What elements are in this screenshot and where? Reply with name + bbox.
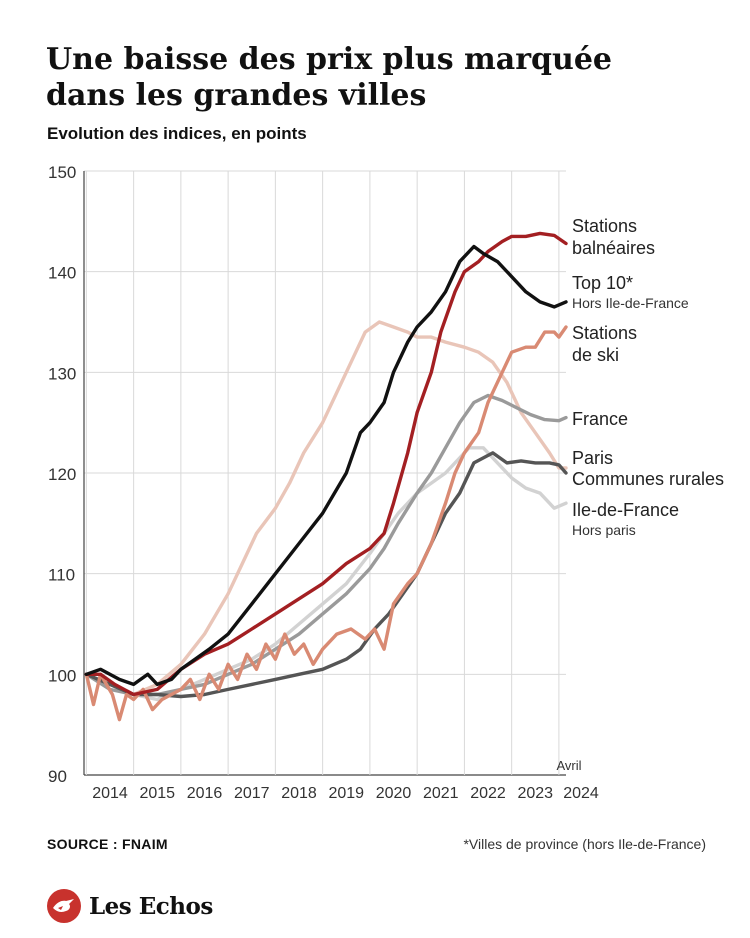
- source-note: SOURCE : FNAIM: [47, 836, 168, 852]
- chart-subtitle: Evolution des indices, en points: [47, 124, 307, 143]
- x-tick-label: 2023: [517, 785, 553, 802]
- brand-name: Les Echos: [89, 892, 213, 920]
- series-line-0: [84, 231, 568, 697]
- echos-bird-icon: [47, 889, 81, 923]
- series-label: de ski: [572, 345, 619, 365]
- y-tick-label: 140: [48, 264, 76, 283]
- brand-logo: Les Echos: [47, 888, 213, 924]
- series-sublabel: Hors Ile-de-France: [572, 295, 689, 311]
- series-line-3: [84, 393, 568, 697]
- series-label: Top 10*: [572, 273, 633, 293]
- footnote: *Villes de province (hors Ile-de-France): [463, 836, 706, 852]
- x-tick-label: 2022: [470, 785, 506, 802]
- y-tick-label: 110: [48, 566, 75, 585]
- series-line-5: [84, 451, 568, 699]
- end-annotation: Avril: [556, 758, 581, 773]
- x-tick-label: 2014: [92, 785, 128, 802]
- x-tick-label: 2021: [423, 785, 459, 802]
- x-axis: 2014 2015 2016 2017 2018 2019 2020 2021 2022 2023…: [92, 785, 599, 802]
- series-label: balnéaires: [572, 238, 655, 258]
- page-title: Une baisse des prix plus marquée dans le…: [46, 42, 613, 113]
- y-tick-label: 150: [48, 163, 76, 182]
- series-line-2: [84, 325, 568, 722]
- series-label: Ile-de-France: [572, 500, 679, 520]
- series-label: Paris: [572, 448, 613, 468]
- series-label: France: [572, 409, 628, 429]
- y-tick-label: 90: [48, 767, 67, 786]
- series-line-1: [84, 244, 568, 687]
- x-tick-label: 2018: [281, 785, 317, 802]
- x-tick-label: 2015: [139, 785, 175, 802]
- series-label: Communes rurales: [572, 469, 724, 489]
- x-tick-label: 2020: [376, 785, 412, 802]
- x-tick-label: 2016: [187, 785, 223, 802]
- x-tick-label: 2017: [234, 785, 270, 802]
- x-tick-label: 2019: [328, 785, 364, 802]
- y-tick-label: 120: [48, 465, 76, 484]
- y-tick-label: 130: [48, 364, 76, 383]
- series-label: Stations: [572, 323, 637, 343]
- y-axis: 90 100 110 120 130 140 150: [48, 163, 76, 786]
- series-sublabel: Hors paris: [572, 522, 636, 538]
- series-lines: [84, 231, 568, 722]
- series-label: Stations: [572, 216, 637, 236]
- y-tick-label: 100: [48, 666, 76, 685]
- x-tick-label: 2024: [563, 785, 599, 802]
- series-line-4: [84, 320, 568, 697]
